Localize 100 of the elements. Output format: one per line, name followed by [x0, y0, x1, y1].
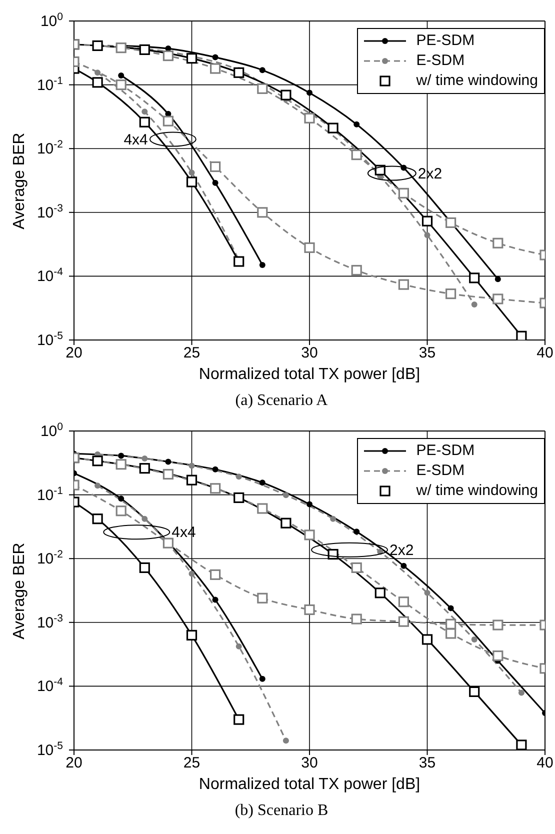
point [142, 516, 148, 522]
point [257, 503, 268, 514]
point [446, 628, 456, 639]
point [139, 44, 150, 55]
point [304, 242, 315, 253]
point [492, 650, 504, 662]
x-tick-label: 25 [183, 344, 200, 362]
point [518, 690, 524, 696]
x-tick-label: 30 [301, 344, 318, 362]
point [118, 72, 124, 78]
point [351, 264, 362, 276]
point [234, 492, 244, 504]
point [236, 474, 242, 480]
text: (a) Scenario A [234, 391, 329, 411]
point [492, 294, 504, 304]
point [210, 161, 221, 172]
point [354, 528, 360, 535]
point [236, 643, 242, 650]
point [186, 53, 198, 64]
annotation: 4x4 [124, 131, 148, 148]
legend-label: PE-SDM [416, 441, 475, 461]
point [234, 67, 244, 78]
y-tick-label: 10$^{0}$ [40, 11, 64, 30]
legend-label: PE-SDM [416, 31, 475, 51]
point [116, 42, 126, 54]
point [212, 596, 218, 603]
point [259, 480, 266, 486]
point [162, 116, 174, 126]
point [257, 207, 268, 218]
point [116, 506, 126, 516]
point [304, 112, 315, 124]
point [516, 330, 527, 340]
point [398, 188, 409, 198]
point [448, 605, 454, 612]
y-axis-title: Average BER [11, 132, 29, 229]
point [92, 77, 103, 88]
y-tick-label: 10$^{0}$ [40, 421, 64, 440]
point [94, 482, 101, 489]
annotation: 2x2 [390, 542, 414, 559]
point [492, 620, 504, 630]
point [304, 530, 315, 540]
point [282, 738, 289, 744]
point [351, 562, 362, 573]
x-tick-label: 40 [536, 344, 554, 362]
point [94, 70, 101, 76]
point [92, 40, 103, 52]
point [516, 740, 527, 750]
point [92, 456, 103, 466]
point [330, 516, 336, 522]
point [142, 108, 148, 115]
point [186, 176, 198, 188]
point [118, 452, 124, 459]
point [280, 518, 292, 528]
point [400, 562, 407, 569]
point [234, 256, 244, 267]
point [186, 474, 198, 486]
point [139, 116, 150, 128]
point [257, 83, 268, 94]
x-axis-title: Normalized total TX power [dB] [198, 365, 422, 385]
point [188, 570, 195, 577]
point [116, 80, 126, 90]
point [398, 596, 409, 608]
x-axis-title: Normalized total TX power [dB] [198, 775, 422, 795]
point [354, 121, 360, 128]
point [210, 63, 221, 74]
point [351, 149, 362, 160]
legend-label: E-SDM [416, 461, 465, 481]
legend-label: w/ time windowing [416, 71, 538, 91]
point [212, 54, 218, 60]
point [374, 588, 386, 598]
y-tick-label: 10$^{-4}$ [36, 676, 64, 696]
x-tick-label: 30 [301, 754, 318, 772]
point [398, 279, 409, 290]
y-tick-label: 10$^{-1}$ [36, 74, 64, 94]
x-tick-label: 35 [418, 344, 436, 362]
point [186, 630, 198, 640]
y-tick-label: 10$^{-5}$ [36, 740, 64, 759]
point [139, 463, 150, 474]
y-tick-label: 10$^{-5}$ [36, 330, 64, 349]
y-tick-label: 10$^{-2}$ [36, 548, 64, 568]
y-tick-label: 10$^{-3}$ [36, 612, 64, 632]
point [424, 232, 430, 238]
point [446, 217, 456, 228]
point [328, 122, 338, 134]
point [188, 462, 195, 469]
point [118, 496, 124, 502]
point [116, 459, 126, 470]
y-tick-label: 10$^{-3}$ [36, 202, 64, 222]
point [469, 686, 480, 697]
x-tick-label: 20 [66, 344, 82, 362]
point [142, 456, 148, 462]
point [162, 468, 174, 480]
point [469, 272, 480, 284]
y-axis-title: Average BER [11, 542, 29, 639]
x-tick-label: 20 [66, 754, 82, 772]
point [422, 216, 433, 226]
point [257, 592, 268, 604]
point [306, 501, 312, 508]
point [259, 262, 266, 268]
point [471, 302, 478, 308]
